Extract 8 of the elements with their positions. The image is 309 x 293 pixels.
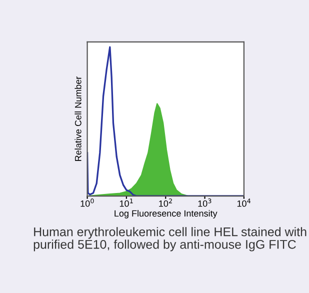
text: Human erythroleukemic cell line HEL stained with purified 5E10, followed by anti-mouse IgG FITC xyxy=(34,227,306,252)
x-tick-label: 10$^{1}$ xyxy=(120,198,133,207)
x-tick-label: 10$^{3}$ xyxy=(198,198,212,207)
x-tick-label: 10$^{0}$ xyxy=(80,198,94,207)
y-axis-title: Relative Cell Number xyxy=(74,76,82,161)
x-tick-label: 10$^{2}$ xyxy=(159,198,172,207)
x-axis-title: Log Fluoresence Intensity xyxy=(114,210,218,218)
x-tick-label: 10$^{4}$ xyxy=(237,198,251,207)
